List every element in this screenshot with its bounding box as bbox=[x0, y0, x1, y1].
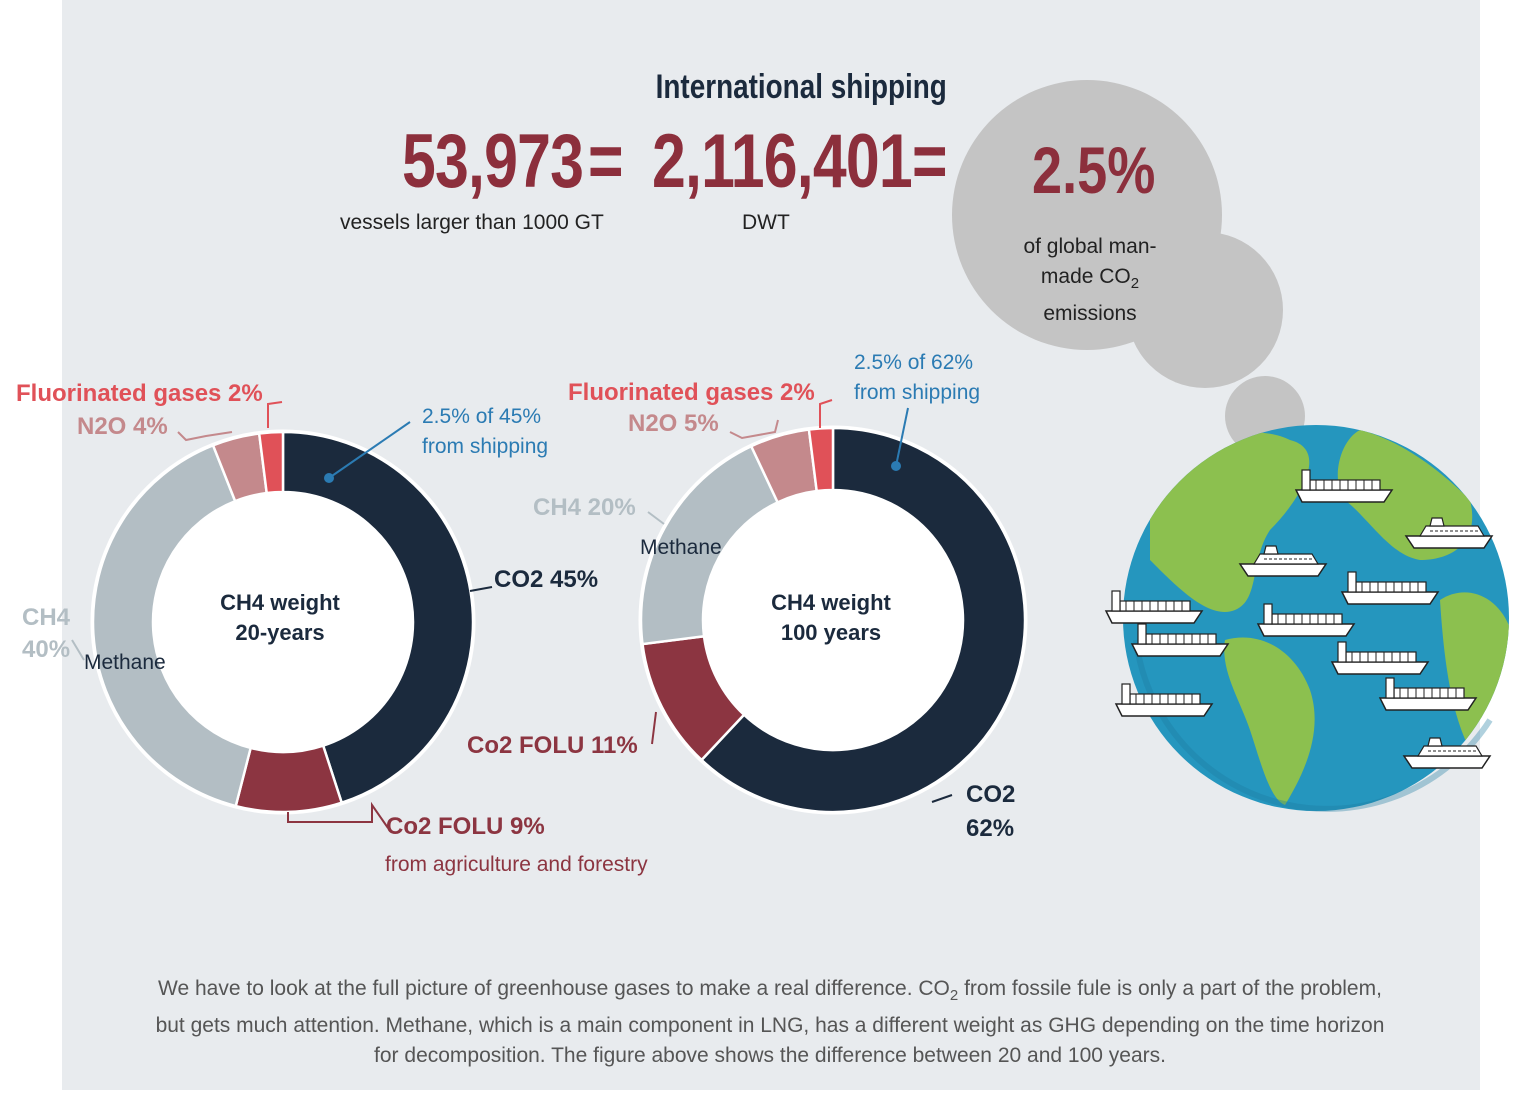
chart1-n2o-label: N2O 4% bbox=[77, 413, 168, 440]
folu-leader-2 bbox=[651, 711, 657, 745]
chart2-co2-label: CO2 62% bbox=[966, 778, 1015, 846]
footer-text-1: We have to look at the full picture of g… bbox=[158, 977, 950, 1000]
chart1-shipping-note: 2.5% of 45% from shipping bbox=[422, 402, 548, 462]
shipping-leader-1 bbox=[328, 421, 411, 479]
share-label-line-3: emissions bbox=[1043, 302, 1137, 326]
ship-icon bbox=[1238, 545, 1328, 577]
shipping-leader-2 bbox=[895, 407, 909, 467]
vessel-count: 53,973 bbox=[402, 119, 584, 204]
chart1-center-line-2: 20-years bbox=[235, 620, 325, 645]
ship-icon bbox=[1402, 737, 1492, 769]
chart2-shipping-note: 2.5% of 62% from shipping bbox=[854, 348, 980, 408]
donut-chart-100-years bbox=[638, 425, 1028, 815]
cloud-lobe bbox=[1127, 232, 1283, 388]
ship-icon bbox=[1340, 571, 1440, 605]
chart1-center-hole bbox=[153, 492, 413, 752]
equals-sign-2: = bbox=[912, 119, 948, 204]
ship-icon bbox=[1256, 603, 1356, 637]
chart2-center-line-1: CH4 weight bbox=[771, 590, 891, 615]
footer-subscript: 2 bbox=[949, 987, 959, 1005]
vessel-count-label: vessels larger than 1000 GT bbox=[340, 211, 604, 234]
chart1-center-line-1: CH4 weight bbox=[220, 590, 340, 615]
chart2-co2-line-1: CO2 bbox=[966, 781, 1016, 808]
n2o-leader-1 bbox=[177, 431, 233, 442]
chart2-shipping-line-1: 2.5% of 62% bbox=[854, 351, 974, 374]
ship-icon bbox=[1130, 623, 1230, 657]
chart1-ch4-line-1: CH4 bbox=[22, 604, 71, 631]
shipping-dot-1 bbox=[324, 473, 334, 483]
chart2-ch4-label: CH4 20% bbox=[533, 494, 636, 521]
chart2-folu-label: Co2 FOLU 11% bbox=[467, 732, 638, 759]
chart1-ch4-line-2: 40% bbox=[22, 636, 71, 663]
dwt-label: DWT bbox=[742, 211, 790, 234]
shipping-dot-2 bbox=[891, 461, 901, 471]
chart2-methane-label: Methane bbox=[640, 536, 722, 559]
ship-icon bbox=[1294, 469, 1394, 503]
ch4-leader-2 bbox=[647, 511, 665, 525]
chart2-center-label: CH4 weight 100 years bbox=[766, 588, 896, 648]
n2o-leader-2 bbox=[729, 419, 779, 440]
ship-icon bbox=[1404, 517, 1494, 549]
chart1-slice-co2-folu bbox=[234, 744, 344, 814]
chart1-methane-label: Methane bbox=[84, 651, 166, 674]
footer-caption: We have to look at the full picture of g… bbox=[150, 974, 1390, 1071]
chart2-shipping-line-2: from shipping bbox=[854, 381, 981, 404]
ch4-leader-1 bbox=[71, 639, 85, 661]
chart2-center-line-2: 100 years bbox=[780, 620, 882, 645]
page-title: International shipping bbox=[655, 68, 947, 106]
emission-share: 2.5% bbox=[1032, 133, 1156, 207]
donut-chart-20-years bbox=[90, 429, 476, 815]
chart2-center-hole bbox=[703, 490, 963, 750]
share-label-subscript: 2 bbox=[1130, 275, 1140, 293]
chart1-center-label: CH4 weight 20-years bbox=[215, 588, 345, 648]
chart1-ch4-label: CH4 40% bbox=[22, 602, 70, 666]
thought-cloud bbox=[952, 80, 1305, 456]
chart2-fgas-label: Fluorinated gases 2% bbox=[568, 379, 815, 406]
chart2-n2o-label: N2O 5% bbox=[628, 410, 719, 437]
chart1-folu-note: from agriculture and forestry bbox=[385, 853, 648, 876]
share-label-line-2: made CO bbox=[1040, 265, 1131, 288]
ships-group bbox=[1104, 469, 1494, 769]
chart1-fgas-label: Fluorinated gases 2% bbox=[16, 380, 263, 407]
leader-lines bbox=[71, 399, 953, 829]
chart1-shipping-line-2: from shipping bbox=[422, 435, 549, 458]
fgas-leader-2 bbox=[819, 399, 833, 428]
chart2-outer-ring bbox=[638, 425, 1028, 815]
fgas-leader-1 bbox=[267, 401, 283, 428]
chart1-shipping-line-1: 2.5% of 45% bbox=[422, 405, 542, 428]
ship-icon bbox=[1104, 590, 1204, 624]
ship-icon bbox=[1378, 677, 1478, 711]
footer-text-2: from fossile fule is only a part of the … bbox=[155, 977, 1385, 1068]
chart1-outer-ring bbox=[90, 429, 476, 815]
ship-icon bbox=[1114, 683, 1214, 717]
folu-leader-1 bbox=[287, 801, 389, 829]
co2-leader-2 bbox=[931, 794, 953, 803]
equals-sign-1: = bbox=[588, 119, 624, 204]
dwt-total: 2,116,401 bbox=[652, 119, 913, 204]
emission-share-label: of global man- made CO2 emissions bbox=[1000, 232, 1180, 329]
chart2-co2-line-2: 62% bbox=[966, 815, 1015, 842]
chart1-co2-label: CO2 45% bbox=[494, 566, 599, 593]
share-label-line-1: of global man- bbox=[1023, 235, 1157, 258]
co2-leader-1 bbox=[469, 586, 493, 592]
earth-globe-icon bbox=[1123, 425, 1509, 812]
chart1-folu-label: Co2 FOLU 9% bbox=[386, 813, 545, 840]
ship-icon bbox=[1330, 641, 1430, 675]
